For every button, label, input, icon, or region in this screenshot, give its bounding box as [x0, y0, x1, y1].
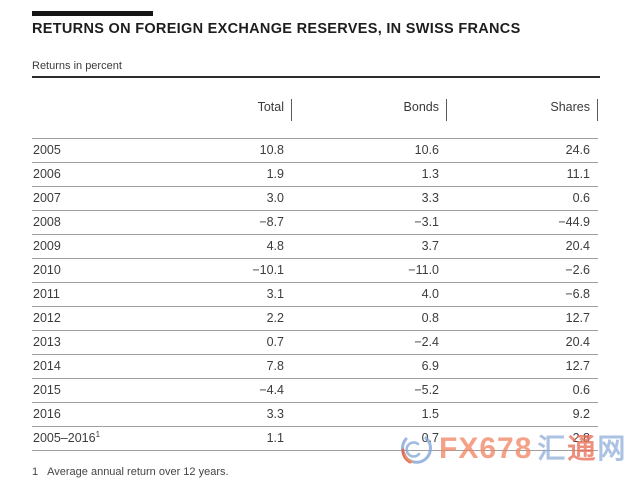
watermark-cjk-text: 汇通网	[537, 433, 628, 464]
table-row: 2005–20161 1.1 0.7 2.8	[32, 426, 598, 451]
bonds-cell: 1.3	[292, 162, 447, 187]
bonds-cell: 0.8	[292, 306, 447, 331]
total-cell: −10.1	[137, 258, 292, 283]
table-row: 2016 3.3 1.5 9.2	[32, 402, 598, 427]
year-cell: 2005–20161	[32, 426, 137, 451]
shares-cell: 24.6	[447, 138, 598, 163]
table-subtitle: Returns in percent	[32, 60, 122, 72]
shares-cell: 2.8	[447, 426, 598, 451]
year-cell: 2016	[32, 402, 137, 427]
footnote-reference: 1	[95, 429, 101, 439]
year-cell: 2010	[32, 258, 137, 283]
shares-cell: 0.6	[447, 378, 598, 403]
watermark-brand-text: FX678	[439, 432, 533, 465]
total-cell: 3.1	[137, 282, 292, 307]
bonds-cell: 6.9	[292, 354, 447, 379]
column-header-year	[32, 94, 137, 139]
total-cell: 3.3	[137, 402, 292, 427]
returns-table-body: 2005 10.8 10.6 24.6 2006 1.9 1.3 11.1 2007 3.0 3.3…	[32, 138, 598, 451]
total-cell: 7.8	[137, 354, 292, 379]
footnote-marker: 1	[32, 466, 39, 478]
header-row: Total Bonds Shares	[32, 94, 598, 139]
bonds-cell: 4.0	[292, 282, 447, 307]
shares-cell: 20.4	[447, 330, 598, 355]
year-cell: 2008	[32, 210, 137, 235]
bonds-cell: 1.5	[292, 402, 447, 427]
table-row: 2005 10.8 10.6 24.6	[32, 138, 598, 163]
column-header-total: Total	[137, 94, 292, 139]
shares-cell: 9.2	[447, 402, 598, 427]
column-header-shares: Shares	[447, 94, 598, 139]
year-cell: 2006	[32, 162, 137, 187]
bonds-cell: 3.7	[292, 234, 447, 259]
year-cell: 2014	[32, 354, 137, 379]
bonds-cell: 3.3	[292, 186, 447, 211]
total-cell: −4.4	[137, 378, 292, 403]
table-row: 2013 0.7 −2.4 20.4	[32, 330, 598, 355]
year-cell: 2013	[32, 330, 137, 355]
shares-cell: 12.7	[447, 306, 598, 331]
shares-cell: 12.7	[447, 354, 598, 379]
year-cell: 2007	[32, 186, 137, 211]
returns-table-header: Total Bonds Shares	[32, 94, 598, 139]
table-row: 2008 −8.7 −3.1 −44.9	[32, 210, 598, 235]
column-header-bonds: Bonds	[292, 94, 447, 139]
table-row: 2010 −10.1 −11.0 −2.6	[32, 258, 598, 283]
page-title: RETURNS ON FOREIGN EXCHANGE RESERVES, IN…	[32, 21, 521, 37]
bonds-cell: −5.2	[292, 378, 447, 403]
total-cell: 2.2	[137, 306, 292, 331]
total-cell: 0.7	[137, 330, 292, 355]
shares-cell: −6.8	[447, 282, 598, 307]
shares-cell: 20.4	[447, 234, 598, 259]
table-row: 2014 7.8 6.9 12.7	[32, 354, 598, 379]
table-row: 2012 2.2 0.8 12.7	[32, 306, 598, 331]
bonds-cell: −3.1	[292, 210, 447, 235]
footnote: 1 Average annual return over 12 years.	[32, 466, 229, 478]
shares-cell: −44.9	[447, 210, 598, 235]
total-cell: 4.8	[137, 234, 292, 259]
bonds-cell: 10.6	[292, 138, 447, 163]
shares-cell: 0.6	[447, 186, 598, 211]
year-cell: 2015	[32, 378, 137, 403]
table-row: 2007 3.0 3.3 0.6	[32, 186, 598, 211]
table-row: 2011 3.1 4.0 −6.8	[32, 282, 598, 307]
footnote-text: Average annual return over 12 years.	[47, 466, 229, 478]
title-accent-bar	[32, 11, 153, 16]
total-cell: 1.1	[137, 426, 292, 451]
table-row: 2015 −4.4 −5.2 0.6	[32, 378, 598, 403]
table-row: 2009 4.8 3.7 20.4	[32, 234, 598, 259]
total-cell: 1.9	[137, 162, 292, 187]
total-cell: 3.0	[137, 186, 292, 211]
watermark: FX678 汇通网	[396, 430, 627, 468]
header-rule	[32, 76, 600, 78]
bonds-cell: −2.4	[292, 330, 447, 355]
year-cell: 2005	[32, 138, 137, 163]
bonds-cell: −11.0	[292, 258, 447, 283]
table-row: 2006 1.9 1.3 11.1	[32, 162, 598, 187]
bonds-cell: 0.7	[292, 426, 447, 451]
returns-table: Total Bonds Shares 2005 10.8 10.6 24.6 2006 1…	[32, 94, 598, 451]
fx678-logo-icon	[401, 436, 432, 464]
total-cell: −8.7	[137, 210, 292, 235]
shares-cell: −2.6	[447, 258, 598, 283]
total-cell: 10.8	[137, 138, 292, 163]
year-cell: 2011	[32, 282, 137, 307]
shares-cell: 11.1	[447, 162, 598, 187]
year-cell: 2012	[32, 306, 137, 331]
year-cell: 2009	[32, 234, 137, 259]
